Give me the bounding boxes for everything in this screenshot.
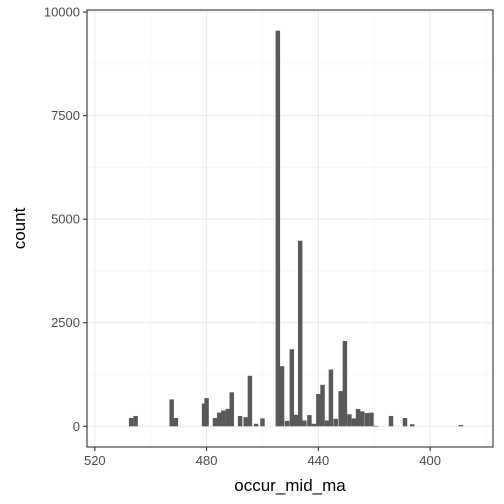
histogram-bar [347, 414, 352, 427]
histogram-bar [289, 349, 295, 427]
x-tick-label: 400 [419, 453, 441, 468]
y-tick-label: 10000 [44, 5, 80, 20]
histogram-bar [173, 418, 179, 427]
histogram-bar [279, 366, 285, 427]
x-axis: 520 480 440 400 [84, 447, 441, 468]
y-axis: 0 2500 5000 7500 10000 [44, 5, 87, 434]
y-axis-title: count [10, 207, 29, 249]
x-axis-title: occur_mid_ma [234, 476, 346, 495]
histogram-bar [128, 418, 134, 427]
histogram-bar [237, 415, 243, 427]
histogram-bar [284, 420, 290, 427]
histogram-bar [364, 413, 370, 427]
histogram-bar [302, 420, 307, 427]
histogram-bar [355, 408, 361, 427]
histogram-bar [260, 418, 265, 427]
histogram-bar [359, 411, 365, 427]
histogram-bar [307, 415, 312, 427]
histogram-bar [458, 425, 464, 427]
histogram-bar [229, 392, 234, 427]
histogram-bar [204, 398, 209, 427]
histogram-bar [247, 375, 253, 427]
histogram-bar [328, 369, 334, 427]
histogram-bar [316, 393, 321, 427]
histogram-bar [133, 415, 138, 427]
histogram-bar [201, 403, 207, 427]
histogram-bar [320, 384, 325, 427]
histogram-bar [253, 423, 259, 427]
y-tick-label: 2500 [51, 315, 80, 330]
histogram-bar [351, 418, 357, 427]
histogram-bar [342, 340, 348, 427]
histogram-bar [243, 417, 248, 427]
histogram-bar [216, 412, 222, 427]
y-tick-label: 0 [73, 419, 80, 434]
histogram-bar [275, 30, 281, 427]
histogram-bar [212, 418, 218, 427]
histogram-bar [221, 410, 226, 427]
histogram-bar [293, 414, 299, 427]
y-tick-label: 5000 [51, 212, 80, 227]
histogram-bar [311, 423, 317, 427]
panel-border [86, 9, 494, 448]
x-tick-label: 520 [84, 453, 106, 468]
y-tick-label: 7500 [51, 108, 80, 123]
histogram-bars [128, 30, 464, 427]
histogram-bar [324, 420, 330, 427]
histogram-bar [169, 399, 174, 427]
histogram-bar [410, 424, 415, 427]
histogram-bar [297, 240, 303, 427]
x-tick-label: 440 [308, 453, 330, 468]
histogram-bar [333, 418, 338, 427]
histogram-bar [338, 391, 343, 427]
histogram-bar [225, 408, 231, 427]
histogram-bar [369, 412, 374, 427]
histogram-bar [373, 425, 379, 427]
x-tick-label: 480 [196, 453, 218, 468]
histogram-bar [402, 418, 408, 427]
histogram-bar [388, 415, 394, 427]
